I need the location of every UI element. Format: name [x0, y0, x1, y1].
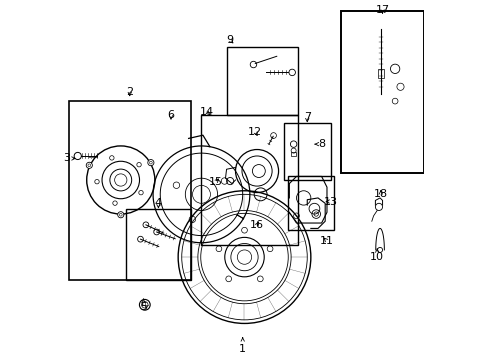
- Text: 5: 5: [140, 299, 146, 312]
- Bar: [201, 116, 298, 244]
- Text: 9: 9: [226, 35, 233, 45]
- Text: 18: 18: [373, 189, 387, 199]
- Text: 6: 6: [167, 111, 174, 121]
- Text: 8: 8: [314, 139, 325, 149]
- Text: 7: 7: [303, 112, 310, 122]
- Text: 3: 3: [63, 153, 75, 163]
- Text: 15: 15: [208, 177, 223, 187]
- Bar: [226, 47, 298, 116]
- Text: 10: 10: [369, 249, 384, 262]
- Text: 17: 17: [375, 5, 389, 15]
- Text: 1: 1: [239, 338, 245, 354]
- Text: 13: 13: [323, 197, 337, 207]
- Text: 14: 14: [200, 107, 213, 117]
- Circle shape: [118, 212, 123, 218]
- Bar: [290, 152, 296, 156]
- Bar: [126, 209, 190, 280]
- Circle shape: [86, 162, 92, 168]
- Bar: [287, 176, 333, 230]
- Text: 11: 11: [319, 236, 333, 246]
- Bar: [341, 12, 423, 173]
- Text: 12: 12: [248, 127, 262, 136]
- Bar: [284, 123, 330, 180]
- Circle shape: [147, 159, 154, 166]
- Bar: [377, 69, 383, 78]
- Text: 2: 2: [126, 87, 133, 97]
- Text: 16: 16: [249, 220, 264, 230]
- Text: 4: 4: [155, 198, 162, 208]
- Bar: [69, 101, 190, 280]
